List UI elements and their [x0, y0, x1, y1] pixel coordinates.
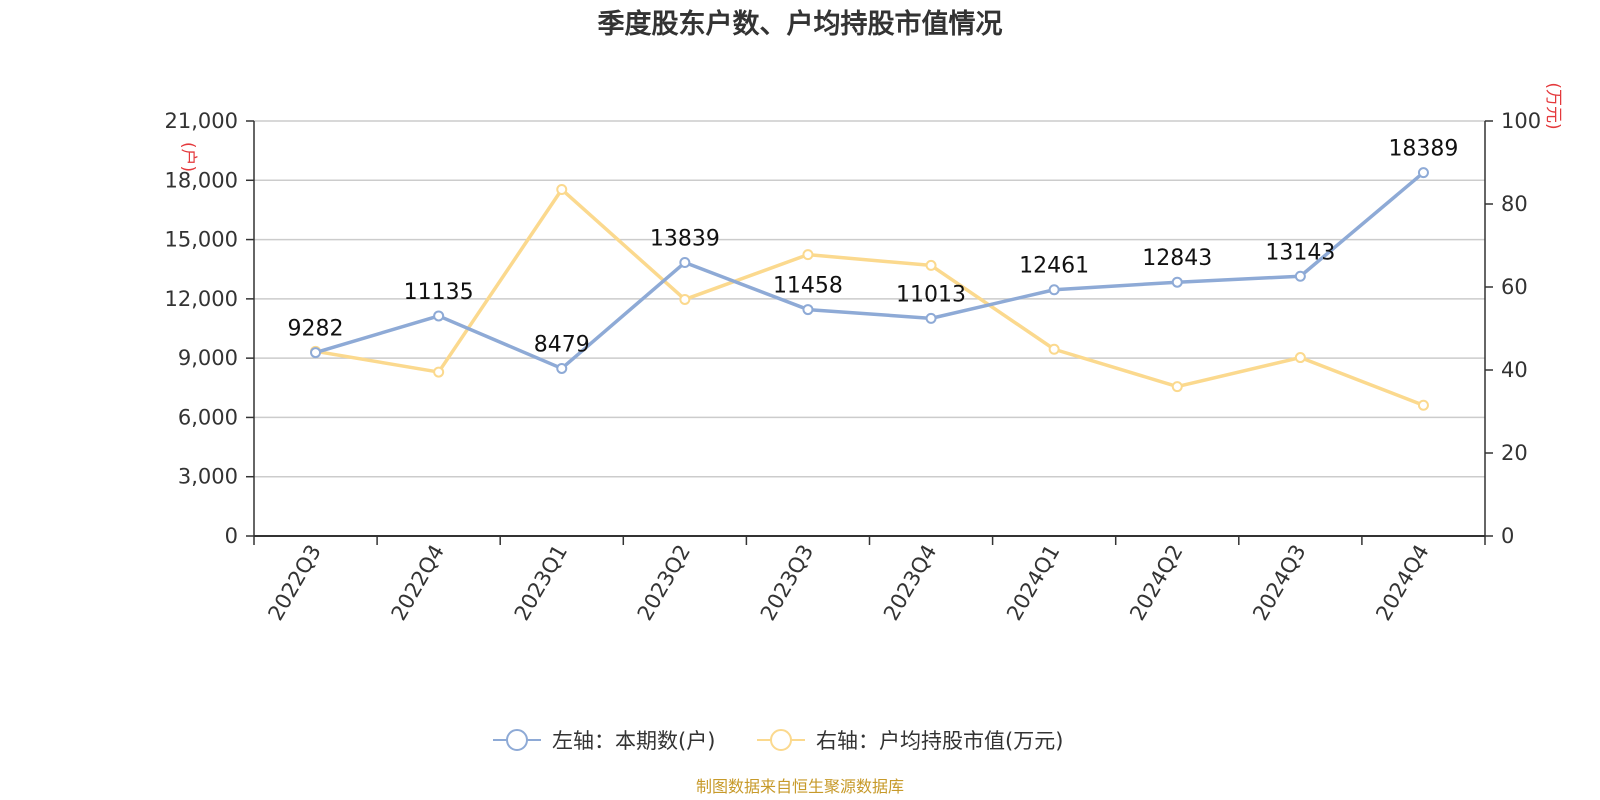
left-axis-unit: (户): [178, 142, 198, 172]
left-axis-tick-label: 6,000: [178, 405, 238, 429]
left-axis-tick-label: 18,000: [165, 168, 238, 192]
source-note: 制图数据来自恒生聚源数据库: [696, 777, 904, 796]
right-axis-tick-label: 80: [1501, 192, 1528, 216]
x-axis-category-label: 2022Q4: [387, 541, 449, 625]
left-series-point: [310, 347, 322, 359]
data-label: 8479: [534, 332, 590, 357]
legend: 左轴：本期数(户) 右轴：户均持股市值(万元): [493, 729, 1063, 753]
left-series-point: [1048, 284, 1060, 296]
data-label: 12843: [1142, 246, 1212, 271]
series: [310, 167, 1429, 411]
legend-circle-icon: [506, 729, 528, 751]
x-axis-category-label: 2023Q3: [756, 541, 818, 625]
x-axis-category-label: 2023Q1: [510, 541, 572, 625]
right-series-point: [1171, 381, 1183, 393]
legend-label-right-series: 右轴：户均持股市值(万元): [816, 729, 1063, 753]
right-axis-unit: (万元): [1543, 82, 1563, 129]
left-series-point: [679, 257, 691, 269]
x-axis-category-label: 2023Q2: [633, 541, 695, 625]
grid-lines: [254, 120, 1485, 478]
right-series-point: [1417, 399, 1429, 411]
left-series-point: [556, 362, 568, 374]
right-axis-tick-label: 20: [1501, 441, 1528, 465]
left-axis-tick-label: 3,000: [178, 465, 238, 489]
left-axis-tick-label: 0: [225, 524, 238, 548]
left-series-point: [1294, 270, 1306, 282]
x-axis-category-label: 2024Q2: [1125, 541, 1187, 625]
left-series-line: [315, 171, 1425, 371]
left-series-point: [1417, 167, 1429, 179]
x-axis-category-label: 2024Q4: [1371, 541, 1433, 625]
legend-label-left-series: 左轴：本期数(户): [552, 729, 715, 753]
left-series-point: [925, 312, 937, 324]
axes: 0 3,000 6,000 9,000 12,000 15,000 18,000 21,000…: [165, 109, 1542, 625]
right-series-point: [1294, 352, 1306, 364]
right-axis-tick-label: 40: [1501, 358, 1528, 382]
x-axis-category-label: 2024Q3: [1248, 541, 1310, 625]
data-label: 12461: [1019, 254, 1089, 279]
x-axis-category-label: 2022Q3: [263, 541, 325, 625]
left-series-point: [802, 304, 814, 316]
data-label: 11135: [404, 280, 474, 305]
left-series-point: [1171, 276, 1183, 288]
data-label: 11013: [896, 282, 966, 307]
left-axis-tick-label: 21,000: [165, 109, 238, 133]
right-series-point: [925, 259, 937, 271]
left-series-point: [433, 310, 445, 322]
right-series-point: [802, 249, 814, 261]
left-axis-tick-label: 9,000: [178, 346, 238, 370]
x-axis-category-label: 2024Q1: [1002, 541, 1064, 625]
data-label: 11458: [773, 274, 843, 299]
right-axis-tick-label: 100: [1501, 109, 1541, 133]
chart-title: 季度股东户数、户均持股市值情况: [598, 8, 1003, 40]
right-axis-tick-label: 60: [1501, 275, 1528, 299]
legend-item-right-series[interactable]: 右轴：户均持股市值(万元): [757, 729, 1063, 753]
legend-item-left-series[interactable]: 左轴：本期数(户): [493, 729, 715, 753]
data-label: 18389: [1388, 137, 1458, 162]
left-axis-tick-label: 15,000: [165, 228, 238, 252]
data-labels: 9282 11135 8479 13839 11458 11013 12461 12843 13…: [288, 137, 1459, 358]
right-series-point: [556, 183, 568, 195]
right-series-point: [433, 366, 445, 378]
x-axis-category-label: 2023Q4: [879, 541, 941, 625]
right-axis-tick-label: 0: [1501, 524, 1514, 548]
legend-circle-icon: [770, 729, 792, 751]
data-label: 13839: [650, 227, 720, 252]
data-label: 13143: [1265, 240, 1335, 265]
data-label: 9282: [288, 317, 344, 342]
right-series-line: [315, 187, 1425, 407]
right-series-point: [679, 293, 691, 305]
left-axis-tick-label: 12,000: [165, 287, 238, 311]
right-series-point: [1048, 343, 1060, 355]
